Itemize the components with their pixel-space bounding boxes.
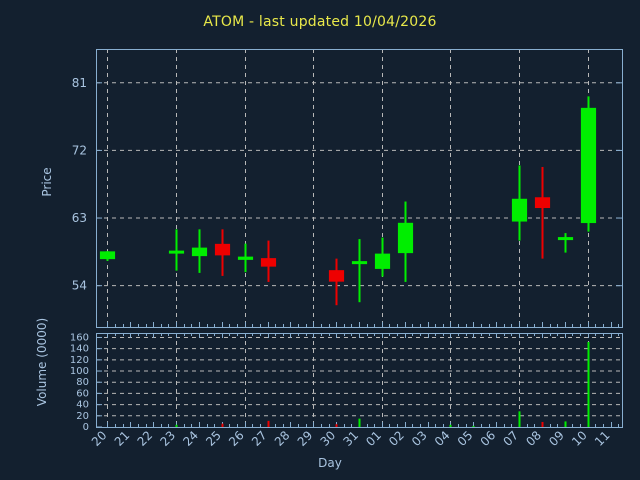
volume-tick-label: 120 (70, 355, 89, 366)
volume-tick-label: 80 (76, 377, 89, 388)
candle-body (260, 258, 277, 267)
candlestick (191, 229, 208, 273)
candlestick (168, 229, 185, 271)
price-tick-label: 63 (72, 211, 87, 225)
x-tick-label: 29 (295, 428, 316, 449)
x-tick-label: 30 (318, 428, 339, 449)
candle-body (328, 270, 345, 282)
x-tick-label: 31 (340, 428, 361, 449)
candle-body (214, 243, 231, 256)
x-tick-label: 20 (89, 428, 110, 449)
candlestick (328, 258, 345, 306)
candle-body (511, 198, 528, 222)
candle-body (168, 250, 185, 254)
candlestick (397, 201, 414, 282)
chart-title: ATOM - last updated 10/04/2026 (203, 14, 437, 30)
price-tick-label: 72 (72, 143, 87, 157)
candlestick (99, 251, 116, 261)
volume-tick-label: 100 (70, 366, 89, 377)
candlestick (534, 166, 551, 259)
x-tick-label: 23 (157, 428, 178, 449)
volume-panel-frame (96, 333, 623, 428)
x-tick-label: 22 (135, 428, 156, 449)
x-tick-label: 25 (203, 428, 224, 449)
x-tick-label: 06 (478, 428, 499, 449)
candle-body (580, 107, 597, 224)
x-tick-label: 08 (523, 428, 544, 449)
price-tick-label: 81 (72, 76, 87, 90)
candle-body (534, 197, 551, 209)
x-tick-label: 05 (455, 428, 476, 449)
candlestick (374, 237, 391, 277)
x-tick-label: 02 (386, 428, 407, 449)
volume-tick-label: 40 (76, 400, 89, 411)
price-panel-frame (96, 49, 623, 328)
candle-body (557, 237, 574, 241)
candlestick (260, 240, 277, 282)
candle-body (351, 261, 368, 265)
volume-tick-label: 20 (76, 411, 89, 422)
candle-body (99, 251, 116, 260)
x-tick-label: 09 (546, 428, 567, 449)
candlestick (351, 239, 368, 303)
x-axis-label: Day (318, 456, 342, 470)
volume-tick-label: 160 (70, 332, 89, 343)
x-tick-label: 01 (363, 428, 384, 449)
candlestick (214, 229, 231, 276)
volume-tick-label: 0 (83, 422, 89, 433)
x-tick-label: 24 (180, 428, 201, 449)
x-tick-label: 21 (112, 428, 133, 449)
volume-tick-label: 140 (70, 344, 89, 355)
candle-body (397, 222, 414, 254)
x-tick-label: 28 (272, 428, 293, 449)
candlestick (511, 165, 528, 241)
x-tick-label: 27 (249, 428, 270, 449)
price-tick-label: 54 (72, 279, 87, 293)
x-tick-label: 10 (569, 428, 590, 449)
candle-body (191, 247, 208, 257)
x-tick-label: 07 (501, 428, 522, 449)
x-tick-label: 03 (409, 428, 430, 449)
volume-tick-label: 60 (76, 388, 89, 399)
candle-body (237, 256, 254, 260)
candlestick (580, 96, 597, 232)
candlestick (237, 243, 254, 273)
x-tick-label: 26 (226, 428, 247, 449)
x-tick-label: 11 (592, 428, 613, 449)
candle-body (374, 253, 391, 269)
candlestick (557, 233, 574, 253)
x-tick-label: 04 (432, 428, 453, 449)
